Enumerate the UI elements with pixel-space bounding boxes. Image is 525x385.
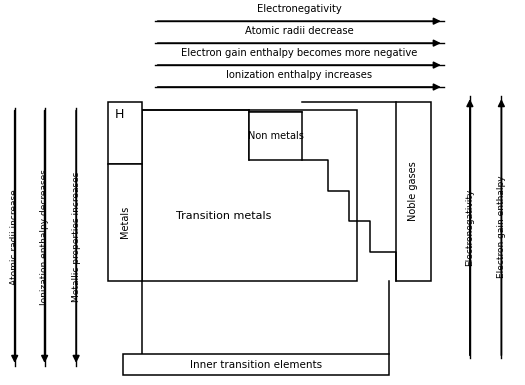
Text: Atomic radii increase: Atomic radii increase [10,189,19,285]
Text: H: H [114,108,124,121]
Bar [249,112,302,160]
Bar [108,164,142,281]
Text: Noble gases: Noble gases [408,162,418,221]
Text: Ionization enthalpy decreases: Ionization enthalpy decreases [40,169,49,305]
Bar [142,110,357,281]
Text: Transition metals: Transition metals [176,211,271,221]
Text: Non metals: Non metals [248,131,303,141]
Bar [108,102,142,164]
Text: Atomic radii decrease: Atomic radii decrease [245,26,354,36]
Text: Electron gain enthalpy: Electron gain enthalpy [497,176,506,278]
Text: Electronegativity: Electronegativity [257,4,342,14]
Bar [396,102,430,281]
Text: Electron gain enthalpy becomes more negative: Electron gain enthalpy becomes more nega… [181,48,417,58]
Text: Ionization enthalpy increases: Ionization enthalpy increases [226,70,372,80]
Text: Metals: Metals [120,206,130,238]
Bar [123,354,388,375]
Text: Inner transition elements: Inner transition elements [190,360,322,370]
Text: Metallic properties increases: Metallic properties increases [71,172,81,302]
Text: Electronegativity: Electronegativity [465,189,475,266]
